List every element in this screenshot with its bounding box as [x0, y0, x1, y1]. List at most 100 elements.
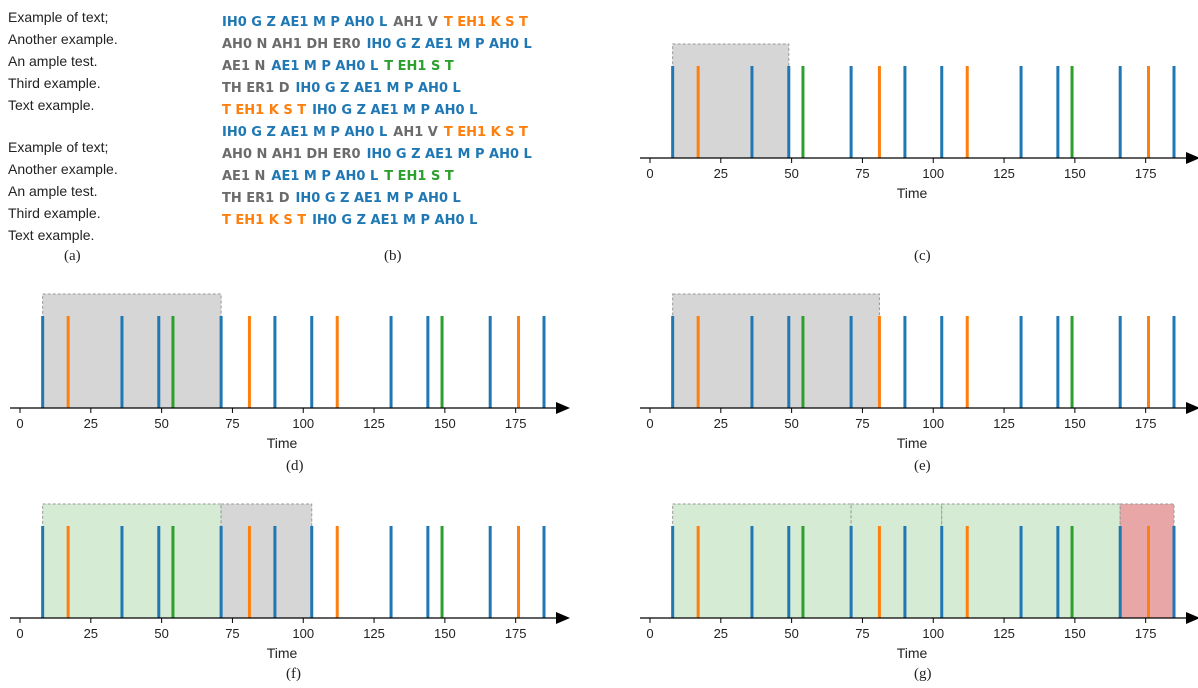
phoneme-segment: AE1 M P AH0 L — [271, 59, 379, 74]
x-axis-label: Time — [267, 435, 298, 451]
x-tick-label: 75 — [855, 626, 869, 641]
x-axis-label: Time — [897, 645, 928, 661]
panel-a-line: An ample test. — [8, 53, 98, 69]
phoneme-line: TH ER1 D IH0 G Z AE1 M P AH0 L — [222, 78, 538, 100]
x-tick-label: 100 — [922, 166, 944, 181]
caption-d: (d) — [286, 458, 304, 474]
x-tick-label: 175 — [1135, 416, 1157, 431]
phoneme-segment: T EH1 S T — [384, 169, 454, 184]
phoneme-segment: AE1 M P AH0 L — [271, 169, 379, 184]
region-gray — [672, 293, 880, 409]
phoneme-segment: IH0 G Z AE1 M P AH0 L — [366, 147, 532, 162]
x-tick-label: 150 — [1064, 166, 1086, 181]
x-axis-arrow — [1186, 402, 1198, 414]
timeline-panel-g: 0 25 50 75 100 125 150 175 Time — [640, 503, 1198, 661]
x-tick-label: 25 — [714, 166, 728, 181]
x-tick-label: 0 — [646, 166, 653, 181]
x-tick-label: 100 — [922, 626, 944, 641]
caption-g: (g) — [914, 666, 932, 682]
phoneme-segment: AE1 N — [222, 169, 266, 184]
phoneme-segment: T EH1 K S T — [443, 125, 528, 140]
phoneme-segment: AH1 V — [393, 125, 438, 140]
x-tick-label: 125 — [363, 626, 385, 641]
phoneme-line: AE1 N AE1 M P AH0 L T EH1 S T — [222, 166, 538, 188]
x-tick-label: 100 — [292, 626, 314, 641]
phoneme-segment: IH0 G Z AE1 M P AH0 L — [222, 125, 388, 140]
phoneme-line: TH ER1 D IH0 G Z AE1 M P AH0 L — [222, 188, 538, 210]
phoneme-line: IH0 G Z AE1 M P AH0 L AH1 V T EH1 K S T — [222, 122, 538, 144]
panel-a-group-2: Example of text; Another example. An amp… — [8, 136, 118, 246]
phoneme-segment: AH1 V — [393, 15, 438, 30]
x-axis-label: Time — [897, 435, 928, 451]
panel-a-group-1: Example of text; Another example. An amp… — [8, 6, 118, 116]
region-green — [850, 503, 943, 619]
panel-b-phonemes: IH0 G Z AE1 M P AH0 L AH1 V T EH1 K S T AH0… — [222, 12, 538, 232]
x-tick-label: 150 — [434, 626, 456, 641]
caption-e: (e) — [914, 458, 931, 474]
x-tick-label: 150 — [1064, 416, 1086, 431]
x-tick-label: 25 — [714, 416, 728, 431]
region-green — [42, 503, 222, 619]
phoneme-line: AH0 N AH1 DH ER0 IH0 G Z AE1 M P AH0 L — [222, 144, 538, 166]
x-axis-arrow — [556, 402, 570, 414]
x-tick-label: 0 — [16, 416, 23, 431]
caption-b: (b) — [384, 248, 402, 264]
panel-a-line: Text example. — [8, 227, 95, 243]
x-tick-label: 125 — [993, 626, 1015, 641]
x-tick-label: 125 — [993, 416, 1015, 431]
x-tick-label: 0 — [646, 416, 653, 431]
x-tick-label: 25 — [84, 626, 98, 641]
x-axis-arrow — [1186, 152, 1198, 164]
region-green — [672, 503, 852, 619]
x-axis-label: Time — [897, 185, 928, 201]
timeline-panel-f: 0 25 50 75 100 125 150 175 Time — [10, 503, 570, 661]
x-tick-label: 25 — [714, 626, 728, 641]
x-tick-label: 50 — [154, 626, 168, 641]
phoneme-line: IH0 G Z AE1 M P AH0 L AH1 V T EH1 K S T — [222, 12, 538, 34]
panel-a-line: Example of text; — [8, 139, 109, 155]
x-tick-label: 50 — [784, 626, 798, 641]
phoneme-line: T EH1 K S T IH0 G Z AE1 M P AH0 L — [222, 100, 538, 122]
phoneme-segment: IH0 G Z AE1 M P AH0 L — [295, 81, 461, 96]
phoneme-segment: T EH1 K S T — [222, 213, 307, 228]
x-tick-label: 50 — [154, 416, 168, 431]
panel-a-line: An ample test. — [8, 183, 98, 199]
x-tick-label: 125 — [363, 416, 385, 431]
phoneme-segment: TH ER1 D — [222, 81, 290, 96]
region-gray — [672, 43, 790, 159]
phoneme-segment: AH0 N AH1 DH ER0 — [222, 37, 361, 52]
phoneme-segment: IH0 G Z AE1 M P AH0 L — [222, 15, 388, 30]
panel-a-text: Example of text; Another example. An amp… — [8, 6, 118, 246]
x-tick-label: 75 — [225, 626, 239, 641]
panel-a-line: Example of text; — [8, 9, 109, 25]
x-tick-label: 0 — [16, 626, 23, 641]
phoneme-segment: T EH1 S T — [384, 59, 454, 74]
phoneme-segment: TH ER1 D — [222, 191, 290, 206]
x-tick-label: 175 — [505, 416, 527, 431]
timeline-panel-c: 0 25 50 75 100 125 150 175 Time — [640, 43, 1198, 201]
x-tick-label: 50 — [784, 166, 798, 181]
phoneme-segment: IH0 G Z AE1 M P AH0 L — [295, 191, 461, 206]
panel-a-line: Another example. — [8, 31, 118, 47]
x-tick-label: 175 — [505, 626, 527, 641]
x-tick-label: 100 — [922, 416, 944, 431]
x-tick-label: 125 — [993, 166, 1015, 181]
x-tick-label: 175 — [1135, 166, 1157, 181]
x-tick-label: 75 — [855, 166, 869, 181]
phoneme-segment: T EH1 K S T — [222, 103, 307, 118]
x-tick-label: 100 — [292, 416, 314, 431]
caption-a: (a) — [64, 248, 81, 264]
panel-a-line: Third example. — [8, 75, 101, 91]
timeline-panel-d: 0 25 50 75 100 125 150 175 Time — [10, 293, 570, 451]
x-tick-label: 150 — [1064, 626, 1086, 641]
x-tick-label: 75 — [225, 416, 239, 431]
phoneme-segment: IH0 G Z AE1 M P AH0 L — [312, 103, 478, 118]
x-tick-label: 0 — [646, 626, 653, 641]
x-axis-label: Time — [267, 645, 298, 661]
x-tick-label: 150 — [434, 416, 456, 431]
phoneme-segment: T EH1 K S T — [443, 15, 528, 30]
x-tick-label: 50 — [784, 416, 798, 431]
x-axis-arrow — [1186, 612, 1198, 624]
phoneme-line: AH0 N AH1 DH ER0 IH0 G Z AE1 M P AH0 L — [222, 34, 538, 56]
phoneme-segment: IH0 G Z AE1 M P AH0 L — [366, 37, 532, 52]
